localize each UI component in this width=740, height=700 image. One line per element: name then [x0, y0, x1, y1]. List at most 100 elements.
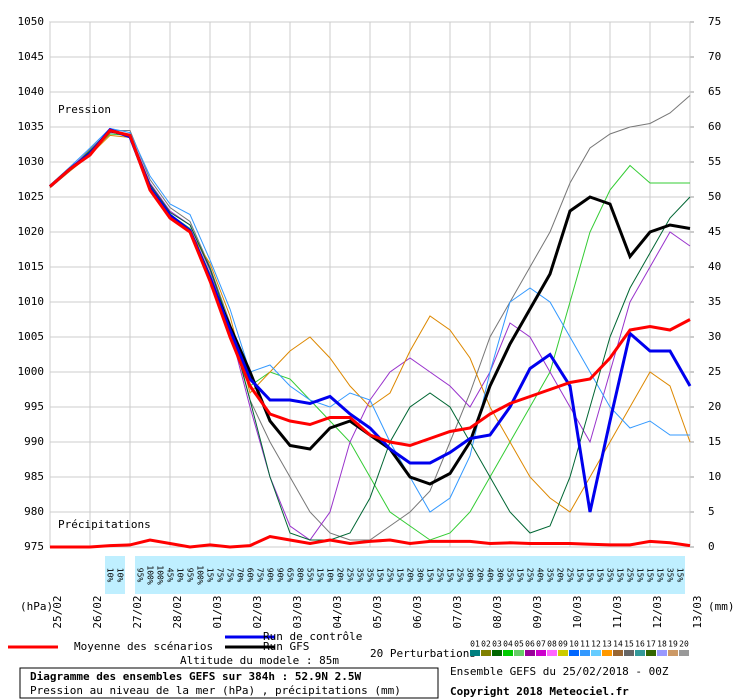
rain-prob-box: [345, 556, 355, 594]
rain-prob-box: [215, 556, 225, 594]
perturbation-key-swatch: [481, 650, 491, 656]
rain-prob-label: 20%: [476, 568, 485, 583]
rain-prob-box: [465, 556, 475, 594]
rain-prob-box: [385, 556, 395, 594]
rain-prob-box: [165, 556, 175, 594]
rain-prob-label: 25%: [526, 568, 535, 583]
rain-prob-box: [655, 556, 665, 594]
perturbation-key-label: 08: [547, 640, 557, 649]
rain-prob-label: 25%: [456, 568, 465, 583]
rain-prob-label: 100%: [156, 565, 165, 584]
y-tick-label: 1025: [18, 190, 45, 203]
x-tick-label: 08/03: [491, 595, 504, 628]
rain-prob-box: [405, 556, 415, 594]
rain-prob-box: [285, 556, 295, 594]
x-tick-label: 26/02: [91, 595, 104, 628]
pressure-label: Pression: [58, 103, 111, 116]
y2-tick-label: 55: [708, 155, 721, 168]
y2-tick-label: 50: [708, 190, 721, 203]
rain-prob-box: [495, 556, 505, 594]
perturbation-key-label: 16: [635, 640, 645, 649]
rain-prob-label: 90%: [266, 568, 275, 583]
perturbation-key-label: 19: [668, 640, 678, 649]
y-tick-label: 1030: [18, 155, 45, 168]
x-tick-label: 27/02: [131, 595, 144, 628]
rain-prob-label: 95%: [136, 568, 145, 583]
copyright: Copyright 2018 Meteociel.fr: [450, 685, 629, 698]
altitude: Altitude du modele : 85m: [180, 654, 339, 667]
series-line: [49, 128, 691, 448]
rain-prob-box: [635, 556, 645, 594]
rain-prob-label: 20%: [556, 568, 565, 583]
rain-prob-box: [595, 556, 605, 594]
y-tick-label: 1020: [18, 225, 45, 238]
perturbation-key-swatch: [514, 650, 524, 656]
perturbation-key-swatch: [470, 650, 480, 656]
rain-prob-label: 10%: [176, 568, 185, 583]
rain-prob-box: [615, 556, 625, 594]
y-tick-label: 1040: [18, 85, 45, 98]
perturbation-key-swatch: [558, 650, 568, 656]
perturbation-key-swatch: [602, 650, 612, 656]
rain-prob-box: [295, 556, 305, 594]
x-tick-label: 01/03: [211, 595, 224, 628]
rain-prob-box: [245, 556, 255, 594]
rain-prob-box: [535, 556, 545, 594]
rain-prob-label: 40%: [536, 568, 545, 583]
y2-tick-label: 70: [708, 50, 721, 63]
rain-prob-box: [275, 556, 285, 594]
perturbation-key-label: 20: [679, 640, 689, 649]
rain-prob-label: 25%: [566, 568, 575, 583]
rain-prob-box: [155, 556, 165, 594]
x-tick-label: 07/03: [451, 595, 464, 628]
rain-prob-label: 35%: [506, 568, 515, 583]
perturbation-key-label: 14: [613, 640, 623, 649]
rain-prob-label: 15%: [576, 568, 585, 583]
rain-prob-box: [565, 556, 575, 594]
rain-prob-label: 15%: [586, 568, 595, 583]
legend-label: Run GFS: [263, 640, 309, 653]
rain-prob-box: [665, 556, 675, 594]
rain-prob-label: 15%: [396, 568, 405, 583]
rain-prob-box: [455, 556, 465, 594]
perturbation-key-label: 03: [492, 640, 502, 649]
rain-prob-label: 30%: [496, 568, 505, 583]
x-tick-label: 13/03: [691, 595, 704, 628]
rain-prob-box: [115, 556, 125, 594]
rain-prob-box: [485, 556, 495, 594]
perturbation-key-swatch: [525, 650, 535, 656]
rain-prob-label: 10%: [106, 568, 115, 583]
perturbation-key-swatch: [492, 650, 502, 656]
rain-prob-box: [605, 556, 615, 594]
rain-prob-label: 15%: [516, 568, 525, 583]
x-tick-label: 05/03: [371, 595, 384, 628]
rain-prob-box: [435, 556, 445, 594]
y2-tick-label: 60: [708, 120, 721, 133]
rain-prob-box: [255, 556, 265, 594]
perturbation-key-swatch: [657, 650, 667, 656]
rain-prob-label: 75%: [256, 568, 265, 583]
rain-prob-label: 15%: [676, 568, 685, 583]
y2-tick-label: 25: [708, 365, 721, 378]
y2-tick-label: 30: [708, 330, 721, 343]
perturbation-key-label: 12: [591, 640, 601, 649]
info-box: [19, 667, 439, 699]
rain-prob-label: 25%: [626, 568, 635, 583]
y2-tick-label: 45: [708, 225, 721, 238]
perturbation-key-label: 09: [558, 640, 568, 649]
rain-prob-label: 60%: [246, 568, 255, 583]
rain-prob-box: [365, 556, 375, 594]
perturbation-key-swatch: [569, 650, 579, 656]
perturbation-key-label: 17: [646, 640, 656, 649]
rain-prob-box: [315, 556, 325, 594]
grid: [49, 21, 694, 548]
rain-prob-label: 65%: [286, 568, 295, 583]
perturbation-line: [49, 127, 690, 513]
y2-tick-label: 5: [708, 505, 715, 518]
y-tick-label: 980: [24, 505, 44, 518]
y2-tick-label: 15: [708, 435, 721, 448]
rain-prob-label: 35%: [356, 568, 365, 583]
rain-prob-box: [555, 556, 565, 594]
y2-tick-label: 10: [708, 470, 721, 483]
